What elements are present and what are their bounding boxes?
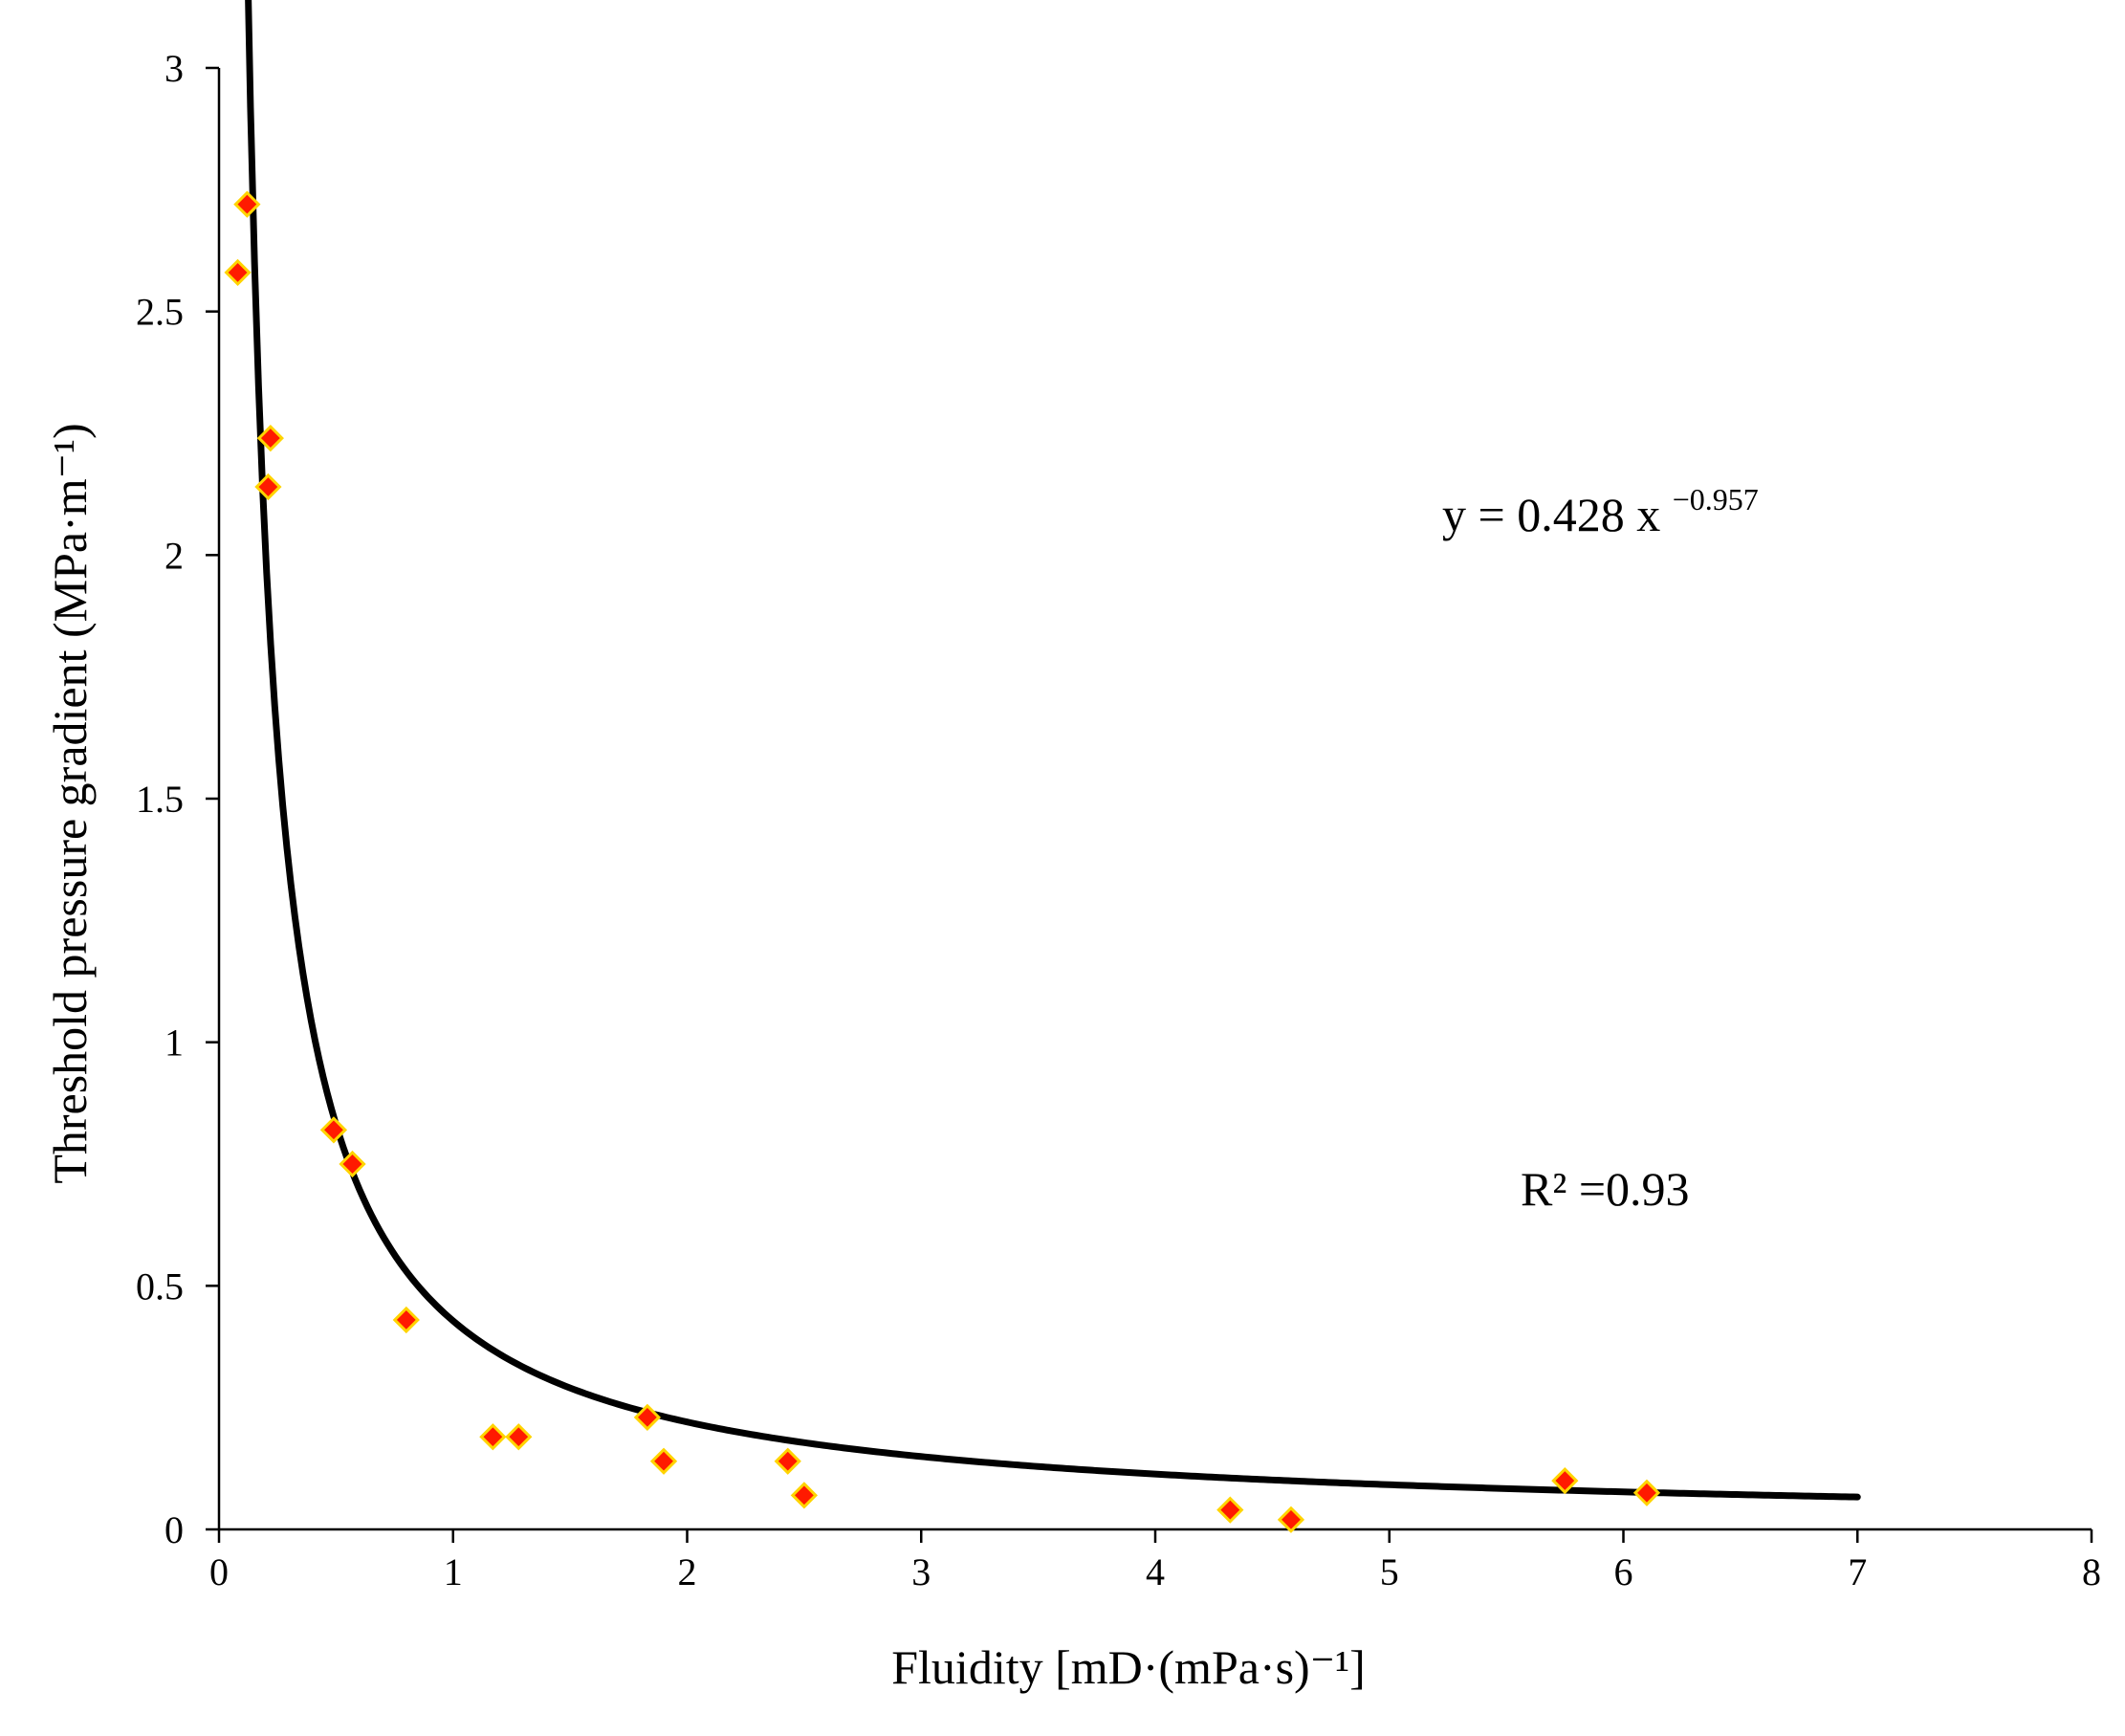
trendline xyxy=(245,0,1861,1501)
y-tick-label: 2 xyxy=(164,534,184,577)
data-point xyxy=(319,1116,348,1144)
x-tick-label: 1 xyxy=(444,1550,463,1593)
data-point xyxy=(392,1306,420,1334)
equation-annotation: y = 0.428 x −0.957 xyxy=(1442,482,1759,541)
equation-main: y = 0.428 x xyxy=(1442,488,1660,541)
x-tick-label: 0 xyxy=(209,1550,229,1593)
x-tick-label: 5 xyxy=(1380,1550,1399,1593)
x-tick-label: 6 xyxy=(1614,1550,1633,1593)
y-tick-label: 0 xyxy=(164,1508,184,1551)
trendline-group xyxy=(245,0,1861,1501)
data-point xyxy=(256,424,284,452)
data-point xyxy=(1277,1505,1305,1533)
data-point xyxy=(649,1447,678,1475)
data-point xyxy=(224,258,252,287)
x-tick-label: 4 xyxy=(1146,1550,1165,1593)
data-point xyxy=(1216,1496,1244,1524)
r-squared-annotation: R² =0.93 xyxy=(1521,1162,1690,1216)
data-point xyxy=(505,1423,533,1451)
y-tick-label: 1.5 xyxy=(136,778,184,821)
data-point xyxy=(1551,1466,1579,1495)
x-tick-label: 2 xyxy=(678,1550,697,1593)
y-axis-title: Threshold pressure gradient (MPa·m⁻¹) xyxy=(43,423,97,1183)
data-point xyxy=(633,1403,662,1431)
x-tick-label: 7 xyxy=(1848,1550,1867,1593)
x-tick-label: 8 xyxy=(2082,1550,2101,1593)
x-axis-ticks: 0 1 2 3 4 5 6 7 8 xyxy=(209,1529,2101,1593)
data-point xyxy=(479,1423,507,1451)
data-point xyxy=(774,1447,801,1475)
x-tick-label: 3 xyxy=(911,1550,931,1593)
y-tick-label: 2.5 xyxy=(136,291,184,334)
y-tick-label: 3 xyxy=(164,47,184,90)
x-axis-title: Fluidity [mD·(mPa·s)⁻¹] xyxy=(891,1640,1366,1694)
data-point xyxy=(339,1150,366,1178)
y-tick-label: 1 xyxy=(164,1022,184,1065)
data-point xyxy=(790,1482,818,1509)
data-point xyxy=(254,472,282,501)
data-point xyxy=(1632,1479,1661,1506)
y-axis-ticks: 0 0.5 1 1.5 2 2.5 3 xyxy=(136,47,219,1551)
equation-exponent: −0.957 xyxy=(1673,482,1759,516)
data-points xyxy=(224,190,1661,1533)
y-tick-label: 0.5 xyxy=(136,1264,184,1307)
data-point xyxy=(233,190,261,218)
axes xyxy=(217,68,2092,1531)
